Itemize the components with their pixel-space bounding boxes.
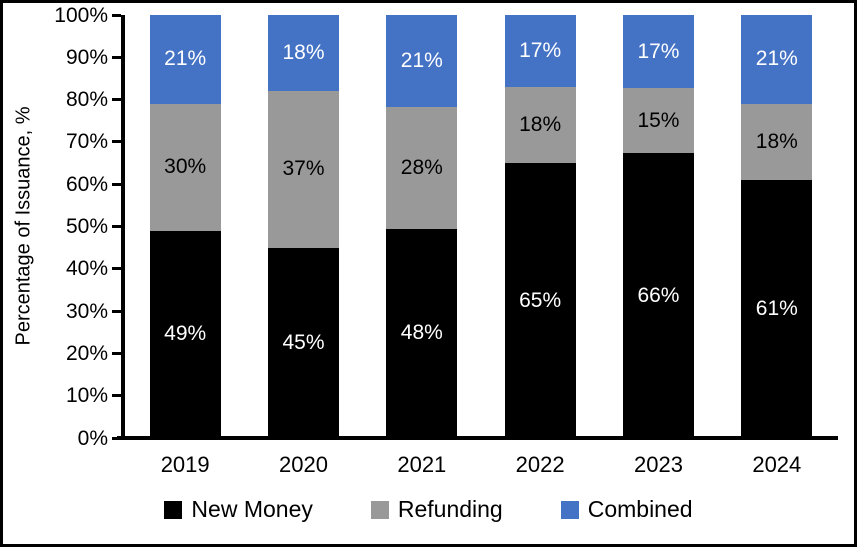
data-label: 17% [519, 38, 562, 62]
y-tick-label-10: 10% [65, 384, 108, 408]
bar-segment-combined-2024: 21% [741, 15, 813, 104]
y-tick-label-90: 90% [65, 45, 108, 69]
x-label-2023: 2023 [634, 452, 683, 477]
data-label: 15% [637, 108, 680, 132]
data-label: 30% [164, 155, 207, 179]
bar-slot-2024: 61% 18% 21% [718, 15, 836, 438]
bar-2019: 49% 30% 21% [149, 15, 221, 438]
data-label: 21% [400, 48, 443, 72]
y-tick-mark-40 [112, 267, 121, 271]
legend-item-combined: Combined [560, 496, 693, 523]
y-tick-label-50: 50% [65, 215, 108, 238]
legend-swatch-icon [560, 500, 579, 519]
bar-2024: 61% 18% 21% [741, 15, 813, 438]
data-label: 37% [282, 157, 325, 181]
bar-segment-new-money-2021: 48% [386, 228, 458, 438]
bar-segment-combined-2023: 17% [622, 15, 694, 89]
y-tick-mark-70 [112, 140, 121, 144]
bar-segment-refunding-2019: 30% [149, 103, 221, 231]
bar-segment-new-money-2020: 45% [267, 247, 339, 438]
data-label: 18% [519, 113, 562, 136]
bar-slot-2022: 65% 18% 17% [481, 15, 599, 438]
bar-2022: 65% 18% 17% [504, 15, 576, 438]
y-tick-mark-30 [112, 309, 121, 313]
data-label: 65% [519, 288, 562, 312]
data-label: 48% [400, 321, 443, 345]
y-axis-line [121, 15, 125, 438]
y-tick-label-30: 30% [65, 299, 108, 323]
y-tick-mark-50 [112, 225, 121, 228]
bar-segment-refunding-2024: 18% [741, 103, 813, 180]
legend: New Money Refunding Combined [0, 496, 857, 523]
legend-label: New Money [191, 496, 313, 522]
x-label-2022: 2022 [515, 452, 565, 477]
y-tick-mark-60 [112, 182, 121, 186]
y-tick-mark-0 [112, 436, 121, 440]
bar-segment-combined-2019: 21% [149, 15, 221, 104]
data-label: 21% [164, 47, 207, 71]
x-label-2024: 2024 [752, 452, 802, 477]
bar-segment-new-money-2024: 61% [741, 179, 813, 438]
y-tick-label-20: 20% [65, 341, 108, 365]
bar-segment-combined-2020: 18% [267, 15, 339, 92]
bar-2021: 48% 28% 21% [386, 15, 458, 438]
bar-segment-new-money-2019: 49% [149, 230, 221, 438]
bar-segment-refunding-2020: 37% [267, 91, 339, 248]
data-label: 49% [164, 322, 207, 346]
bar-slot-2019: 49% 30% 21% [126, 15, 244, 438]
data-label: 18% [282, 41, 325, 65]
bar-segment-combined-2021: 21% [386, 15, 458, 107]
bar-segment-refunding-2021: 28% [386, 106, 458, 229]
legend-swatch-icon [164, 500, 183, 519]
data-label: 45% [282, 330, 325, 354]
bar-slot-2021: 48% 28% 21% [363, 15, 481, 438]
y-tick-label-0: 0% [77, 426, 108, 450]
bar-segment-refunding-2023: 15% [622, 88, 694, 154]
y-tick-label-70: 70% [65, 130, 108, 154]
y-tick-label-40: 40% [65, 257, 108, 281]
data-label: 17% [637, 39, 680, 63]
data-label: 28% [400, 155, 443, 179]
legend-item-new-money: New Money [164, 496, 313, 523]
data-label: 21% [755, 47, 798, 71]
bar-segment-refunding-2022: 18% [504, 86, 576, 164]
data-label: 18% [755, 129, 798, 153]
y-tick-label-60: 60% [65, 172, 108, 196]
y-tick-mark-90 [112, 55, 121, 59]
x-label-2020: 2020 [279, 452, 328, 477]
bar-segment-combined-2022: 17% [504, 15, 576, 87]
bar-segment-new-money-2022: 65% [504, 163, 576, 438]
y-tick-mark-10 [112, 394, 121, 398]
y-tick-mark-100 [112, 13, 121, 17]
bar-segment-new-money-2023: 66% [622, 153, 694, 438]
bar-2020: 45% 37% 18% [267, 15, 339, 438]
bar-slot-2023: 66% 15% 17% [599, 15, 717, 438]
y-tick-mark-80 [112, 98, 121, 102]
legend-label: Combined [587, 496, 693, 522]
x-label-2021: 2021 [397, 452, 447, 477]
legend-item-refunding: Refunding [370, 496, 503, 523]
y-tick-label-80: 80% [65, 88, 108, 112]
legend-swatch-icon [370, 500, 389, 519]
x-label-2019: 2019 [160, 452, 210, 477]
x-axis-labels: 2019 2020 2021 2022 2023 2024 [126, 452, 836, 478]
y-tick-mark-20 [112, 351, 121, 355]
data-label: 61% [755, 296, 798, 320]
y-tick-label-100: 100% [54, 3, 108, 27]
bar-2023: 66% 15% 17% [622, 15, 694, 438]
data-label: 66% [637, 283, 680, 307]
plot-area: 49% 30% 21% 45% 37% 18% 48% 28% 21% 65% 18% 17% 66% 1… [126, 15, 836, 438]
legend-label: Refunding [397, 496, 503, 522]
x-axis-line [117, 436, 838, 440]
bar-slot-2020: 45% 37% 18% [244, 15, 362, 438]
